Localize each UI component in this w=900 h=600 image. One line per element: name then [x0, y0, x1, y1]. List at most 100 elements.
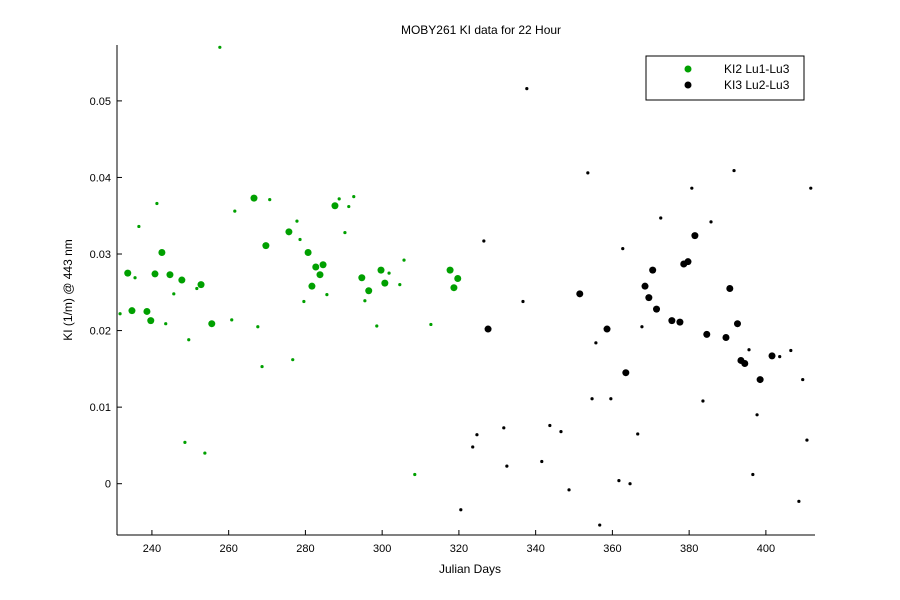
y-tick-label: 0.02	[90, 326, 111, 338]
point	[809, 186, 813, 190]
point	[559, 430, 563, 434]
point	[133, 276, 137, 280]
point	[137, 224, 141, 229]
point	[701, 399, 705, 403]
point	[732, 168, 736, 173]
point	[747, 348, 751, 352]
point	[475, 433, 479, 437]
point	[617, 479, 621, 483]
point	[598, 523, 602, 527]
point	[622, 369, 630, 377]
point	[172, 292, 176, 296]
point	[316, 271, 324, 279]
point	[124, 269, 132, 277]
point	[722, 333, 730, 341]
x-tick-label: 340	[526, 543, 544, 555]
point	[128, 307, 136, 315]
point	[756, 376, 764, 384]
point	[151, 270, 159, 278]
point	[375, 324, 379, 328]
point	[450, 284, 458, 292]
point	[703, 330, 711, 338]
point	[755, 413, 759, 417]
point	[586, 171, 590, 175]
point	[295, 219, 299, 223]
point	[454, 275, 462, 283]
point	[676, 318, 684, 326]
point	[621, 247, 625, 251]
point	[298, 237, 302, 242]
point	[230, 318, 234, 322]
y-tick-label: 0.03	[90, 249, 111, 261]
point	[208, 320, 216, 328]
point	[331, 202, 339, 210]
point	[155, 201, 159, 206]
point	[505, 464, 509, 468]
legend-label: KI3 Lu2-Lu3	[724, 78, 790, 92]
legend-label: KI2 Lu1-Lu3	[724, 62, 790, 76]
point	[659, 216, 663, 220]
point	[183, 440, 187, 444]
x-tick-label: 260	[219, 543, 237, 555]
point	[363, 299, 367, 303]
x-tick-label: 280	[296, 543, 314, 555]
point	[147, 317, 155, 325]
point	[521, 299, 525, 304]
x-tick-label: 360	[603, 543, 621, 555]
point	[459, 508, 463, 512]
point	[576, 290, 584, 298]
point	[594, 341, 598, 345]
point	[789, 348, 793, 353]
point	[195, 286, 199, 291]
point	[801, 377, 805, 382]
point	[691, 232, 699, 240]
x-tick-label: 320	[450, 543, 468, 555]
point	[164, 322, 168, 326]
y-tick-label: 0.04	[90, 172, 111, 184]
point	[358, 274, 366, 282]
point	[413, 472, 417, 477]
point	[118, 312, 122, 316]
point	[260, 364, 264, 369]
point	[302, 299, 306, 304]
point	[668, 317, 676, 325]
legend-box	[645, 55, 805, 101]
point	[733, 320, 741, 328]
point	[429, 322, 433, 327]
point	[178, 276, 186, 284]
point	[628, 482, 632, 486]
point	[540, 459, 544, 464]
point	[778, 355, 782, 359]
point	[525, 87, 529, 91]
point	[325, 292, 329, 297]
point	[197, 281, 205, 289]
point	[649, 266, 657, 274]
point	[684, 258, 692, 266]
point	[645, 294, 653, 302]
y-tick-label: 0	[105, 479, 111, 491]
point	[158, 248, 166, 256]
point	[590, 397, 594, 401]
point	[502, 426, 506, 430]
point	[319, 261, 327, 269]
point	[352, 194, 356, 199]
chart-title: MOBY261 KI data for 22 Hour	[401, 23, 561, 37]
point	[548, 423, 552, 428]
y-tick-label: 0.05	[90, 96, 111, 108]
point	[797, 499, 801, 503]
point	[343, 230, 347, 235]
point	[805, 438, 809, 442]
point	[636, 432, 640, 436]
point	[377, 266, 385, 274]
point	[304, 248, 312, 256]
point	[741, 360, 749, 367]
point	[381, 279, 389, 287]
x-tick-label: 400	[757, 543, 775, 555]
point	[250, 194, 258, 202]
point	[402, 258, 406, 262]
point	[365, 287, 373, 295]
x-axis-label: Julian Days	[439, 562, 501, 576]
point	[471, 445, 475, 449]
point	[285, 228, 293, 236]
